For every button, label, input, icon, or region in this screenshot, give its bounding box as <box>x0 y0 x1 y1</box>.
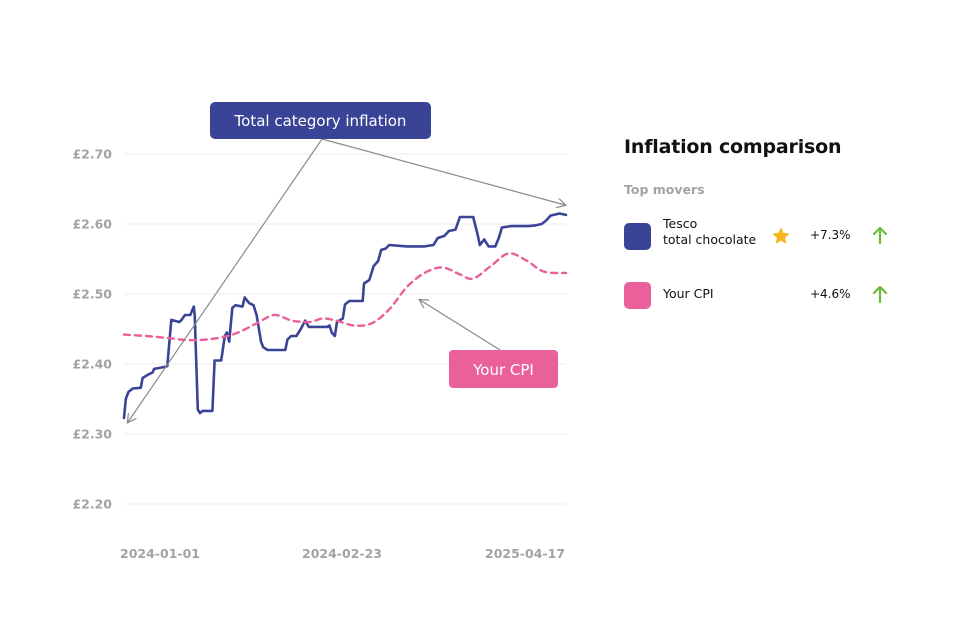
callout-total-category-inflation: Total category inflation <box>128 102 565 422</box>
x-tick-label: 2025-04-17 <box>485 546 565 561</box>
x-axis-ticks: 2024-01-01 2024-02-23 2025-04-17 <box>120 546 565 561</box>
callout-pointer-line <box>128 138 323 422</box>
mover-change: +7.3% <box>810 228 851 242</box>
y-axis-ticks: £2.70 £2.60 £2.50 £2.40 £2.30 £2.20 <box>72 147 112 512</box>
series-color-swatch <box>624 223 651 250</box>
callout-your-cpi: Your CPI <box>420 300 558 388</box>
series-line-your-cpi <box>122 252 568 342</box>
y-tick-label: £2.30 <box>72 427 112 442</box>
series-line-total-category-inflation <box>122 212 568 420</box>
y-tick-label: £2.70 <box>72 147 112 162</box>
callout-pointer-line <box>321 138 565 205</box>
callout-pointer-line <box>420 300 501 351</box>
inflation-comparison-panel: Inflation comparison Top movers Tesco to… <box>624 136 944 309</box>
gridlines <box>124 153 566 505</box>
mover-name: Tesco total chocolate <box>663 216 756 248</box>
y-tick-label: £2.50 <box>72 287 112 302</box>
star-icon <box>772 227 790 244</box>
panel-title: Inflation comparison <box>624 136 842 158</box>
y-tick-label: £2.40 <box>72 357 112 372</box>
mover-name: Your CPI <box>663 286 714 302</box>
y-tick-label: £2.20 <box>72 497 112 512</box>
mover-name-line: Your CPI <box>663 286 714 301</box>
panel-subtitle: Top movers <box>624 182 705 197</box>
arrow-up-icon <box>872 285 888 304</box>
callout-label: Your CPI <box>472 361 534 379</box>
mover-row[interactable]: Your CPI +4.6% <box>624 282 894 312</box>
mover-name-line: Tesco <box>663 216 698 231</box>
series-color-swatch <box>624 282 651 309</box>
mover-row[interactable]: Tesco total chocolate +7.3% <box>624 216 894 253</box>
mover-name-line: total chocolate <box>663 232 757 247</box>
callout-label: Total category inflation <box>234 112 407 130</box>
y-tick-label: £2.60 <box>72 217 112 232</box>
callout-box <box>210 102 431 139</box>
mover-change: +4.6% <box>810 287 851 301</box>
callout-box <box>449 350 558 388</box>
x-tick-label: 2024-01-01 <box>120 546 200 561</box>
x-tick-label: 2024-02-23 <box>302 546 382 561</box>
arrow-up-icon <box>872 226 888 245</box>
inflation-chart: £2.70 £2.60 £2.50 £2.40 £2.30 £2.20 2024-01-0… <box>72 102 568 561</box>
series-lines <box>122 212 568 420</box>
